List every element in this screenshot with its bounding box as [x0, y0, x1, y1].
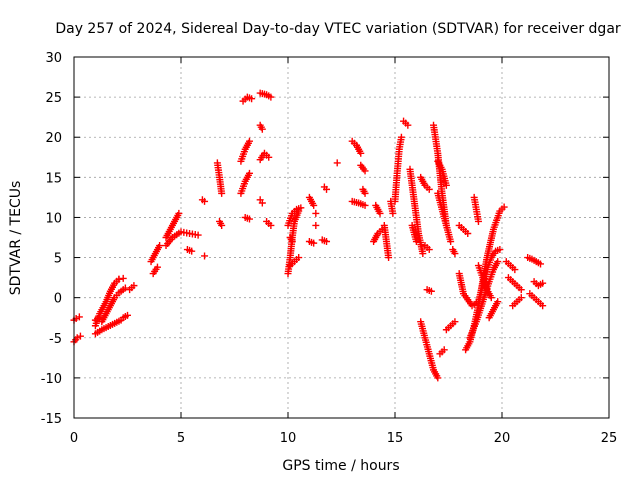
data-point-seg-b11: [267, 221, 275, 229]
data-point-seg-d8: [389, 209, 397, 217]
data-points: [70, 89, 547, 382]
data-point-seg-a3: [175, 209, 183, 217]
data-point-seg-h2: [517, 286, 525, 294]
data-point-seg-d1: [357, 149, 365, 157]
data-point-seg-f8: [451, 250, 459, 258]
data-point-seg-early-6: [96, 314, 104, 322]
data-point-seg-c11: [333, 159, 341, 167]
x-tick-label: 15: [387, 431, 404, 446]
y-tick-label: -10: [41, 372, 62, 387]
data-point-seg-a2: [153, 263, 161, 271]
data-point-seg-h4: [537, 260, 545, 268]
data-point-seg-b4: [245, 137, 253, 145]
data-point-seg-c10: [323, 185, 331, 193]
data-point-seg-d2: [361, 167, 369, 175]
data-point-seg-early-1: [76, 332, 84, 340]
y-tick-label: -15: [41, 412, 62, 427]
data-point-seg-e4: [412, 238, 420, 246]
data-point-seg-e5: [425, 185, 433, 193]
data-point-seg-f6: [451, 318, 459, 326]
data-point-seg-e3: [419, 250, 427, 258]
data-point-seg-d3: [361, 201, 369, 209]
data-point-seg-g6: [487, 294, 495, 302]
data-point-seg-e2: [404, 121, 412, 129]
data-point-seg-g7: [494, 298, 502, 306]
x-axis-ticks: 0 5 10 15 20 25: [70, 57, 617, 446]
data-point-seg-early-9: [130, 282, 138, 290]
x-tick-label: 5: [177, 431, 185, 446]
data-point-seg-d4: [361, 189, 369, 197]
data-point-seg-b2: [218, 221, 226, 229]
y-tick-label: 25: [45, 91, 62, 106]
data-point-seg-g1: [464, 229, 472, 237]
data-point-seg-b5: [245, 169, 253, 177]
data-point-seg-early-2: [75, 313, 83, 321]
data-point-seg-h5: [539, 302, 547, 310]
y-tick-label: 30: [45, 51, 62, 66]
data-point-seg-f4: [427, 287, 435, 295]
y-tick-label: 20: [45, 131, 62, 146]
data-point-seg-c8: [310, 239, 318, 247]
data-point-seg-b8: [258, 125, 266, 133]
data-point-seg-early-1: [73, 334, 81, 342]
data-point-seg-early-8: [119, 274, 127, 282]
data-point-seg-a1: [156, 242, 164, 250]
data-point-seg-h1: [511, 266, 519, 274]
data-point-seg-b10: [258, 199, 266, 207]
data-point-seg-g5: [474, 217, 482, 225]
y-axis-ticks: -15 -10 -5 0 5 10 15 20 25 30: [41, 51, 609, 427]
y-tick-label: -5: [49, 332, 62, 347]
x-tick-label: 0: [70, 431, 78, 446]
data-point-seg-d6: [376, 209, 384, 217]
data-point-seg-g3: [500, 203, 508, 211]
data-point-seg-e1: [397, 133, 405, 141]
data-point-seg-f2: [442, 181, 450, 189]
data-point-seg-b9: [265, 153, 273, 161]
x-tick-label: 20: [494, 431, 511, 446]
data-point-seg-a4: [194, 231, 202, 239]
data-point-seg-g2: [496, 246, 504, 254]
data-point-seg-f5: [434, 374, 442, 382]
data-point-seg-b7: [267, 93, 275, 101]
grid-lines: [74, 57, 609, 418]
data-point-seg-a5: [188, 247, 196, 255]
data-point-seg-b6: [245, 215, 253, 223]
data-point-seg-h3: [517, 294, 525, 302]
data-point-seg-early-7: [124, 311, 131, 319]
data-point-seg-c2: [295, 254, 303, 262]
y-tick-label: 0: [54, 292, 62, 307]
y-tick-label: 10: [45, 211, 62, 226]
data-point-seg-early-8: [115, 275, 123, 283]
data-point-seg-h6: [539, 279, 547, 287]
data-point-seg-a7: [201, 197, 209, 205]
data-point-seg-b3: [248, 95, 256, 103]
plot-frame: [73, 56, 610, 419]
x-axis-label: GPS time / hours: [282, 458, 399, 474]
data-point-seg-c7: [312, 221, 320, 229]
data-point-seg-a6: [201, 252, 209, 260]
chart-title: Day 257 of 2024, Sidereal Day-to-day VTE…: [55, 21, 621, 37]
data-point-seg-g4: [494, 258, 502, 266]
data-point-seg-early-5: [121, 284, 129, 292]
data-point-seg-c6: [312, 209, 320, 217]
data-point-seg-c4: [288, 238, 296, 246]
data-point-seg-c3: [297, 204, 305, 212]
data-point-seg-f7: [440, 346, 448, 354]
data-point-seg-c9: [323, 238, 331, 246]
data-point-seg-c5: [310, 201, 318, 209]
x-tick-label: 25: [601, 431, 618, 446]
y-tick-label: 15: [45, 171, 62, 186]
y-tick-label: 5: [54, 252, 62, 267]
data-point-seg-b1: [218, 189, 226, 197]
data-point-seg-e6: [425, 246, 433, 254]
data-point-seg-d7: [385, 254, 393, 262]
data-point-seg-f3: [447, 238, 455, 246]
y-axis-label: SDTVAR / TECUs: [8, 181, 24, 296]
x-tick-label: 10: [280, 431, 297, 446]
